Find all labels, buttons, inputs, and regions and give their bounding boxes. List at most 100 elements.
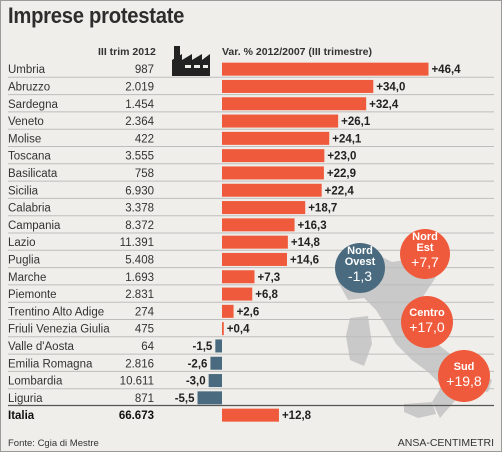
region-name: Sicilia <box>8 185 39 197</box>
bar <box>222 270 255 284</box>
region-count: 422 <box>135 133 154 145</box>
region-count: 274 <box>135 306 155 318</box>
data-label: +32,4 <box>369 99 399 111</box>
macro-area-value: +7,7 <box>411 254 439 270</box>
region-name: Trentino Alto Adige <box>8 306 104 318</box>
data-label: +0,4 <box>227 324 250 336</box>
bar <box>222 131 330 145</box>
data-label: +46,4 <box>431 64 461 76</box>
bar <box>222 201 306 215</box>
region-count: 3.378 <box>125 203 154 215</box>
macro-area-name: Nord <box>412 231 438 243</box>
variation-column-header: Var. % 2012/2007 (III trimestre) <box>222 46 373 58</box>
region-name: Basilicata <box>8 168 58 180</box>
bar <box>222 79 374 93</box>
data-label: -2,6 <box>188 358 208 370</box>
bar <box>222 322 224 336</box>
region-count: 64 <box>141 341 154 353</box>
sicily-map-shape <box>404 402 436 418</box>
region-name: Sardegna <box>8 99 58 111</box>
agency-credit: ANSA-CENTIMETRI <box>397 437 494 449</box>
sardinia-map-shape <box>346 316 372 366</box>
data-label: +22,4 <box>325 185 355 197</box>
data-label: +26,1 <box>341 116 371 128</box>
macro-area-value: +19,8 <box>446 373 482 389</box>
macro-area-value: +17,0 <box>409 319 445 335</box>
bar <box>222 252 287 266</box>
region-count: 8.372 <box>125 220 154 232</box>
region-name: Piemonte <box>8 289 57 301</box>
bar <box>222 304 234 318</box>
bar <box>222 166 324 180</box>
region-name: Liguria <box>8 393 43 405</box>
region-name: Italia <box>8 410 35 422</box>
region-count: 475 <box>135 324 154 336</box>
region-name: Puglia <box>8 254 41 266</box>
macro-area-name: Ovest <box>345 256 376 268</box>
data-label: +18,7 <box>308 203 337 215</box>
region-count: 1.454 <box>125 99 154 111</box>
region-count: 66.673 <box>119 410 154 422</box>
region-name: Lombardia <box>8 376 63 388</box>
region-name: Campania <box>8 220 61 232</box>
region-name: Emilia Romagna <box>8 358 93 370</box>
data-label: -5,5 <box>175 393 195 405</box>
data-label: +12,8 <box>282 410 312 422</box>
bar <box>210 356 222 370</box>
data-label: -3,0 <box>186 376 206 388</box>
macro-area-circle <box>401 296 453 348</box>
macro-area-name: Nord <box>347 245 373 257</box>
region-name: Valle d'Aosta <box>8 341 75 353</box>
region-name: Marche <box>8 272 46 284</box>
region-count: 5.408 <box>125 254 154 266</box>
data-label: +7,3 <box>257 272 280 284</box>
bar <box>222 114 339 128</box>
data-label: +14,8 <box>291 237 321 249</box>
macro-area-circle <box>438 350 490 402</box>
region-name: Molise <box>8 133 41 145</box>
bar <box>222 408 279 422</box>
bar <box>222 149 325 163</box>
region-name: Friuli Venezia Giulia <box>8 324 110 336</box>
data-label: +2,6 <box>237 306 260 318</box>
data-label: +22,9 <box>327 168 356 180</box>
region-count: 11.391 <box>120 237 154 249</box>
region-count: 871 <box>135 393 154 405</box>
data-label: -1,5 <box>192 341 212 353</box>
chart-title: Imprese protestate <box>8 3 185 28</box>
macro-area-name: Sud <box>454 361 475 373</box>
region-count: 10.611 <box>120 376 154 388</box>
region-count: 6.930 <box>125 185 154 197</box>
bar <box>222 235 288 249</box>
region-name: Toscana <box>8 151 51 163</box>
region-name: Abruzzo <box>8 81 50 93</box>
region-count: 3.555 <box>125 151 154 163</box>
region-name: Umbria <box>8 64 46 76</box>
bar <box>208 374 222 388</box>
region-count: 1.693 <box>125 272 154 284</box>
data-label: +14,6 <box>290 254 319 266</box>
count-column-header: III trim 2012 <box>98 46 156 58</box>
macro-area-circle <box>400 229 450 279</box>
bar <box>222 183 322 197</box>
macro-area-name: Est <box>416 242 433 254</box>
macro-area-name: Centro <box>409 307 445 319</box>
region-count: 758 <box>135 168 154 180</box>
macro-area-circle <box>335 243 385 293</box>
region-count: 2.019 <box>125 81 154 93</box>
region-name: Lazio <box>8 237 36 249</box>
region-name: Calabria <box>8 203 51 215</box>
data-label: +16,3 <box>298 220 327 232</box>
region-name: Veneto <box>8 116 44 128</box>
bar <box>215 339 222 353</box>
region-count: 2.364 <box>125 116 154 128</box>
data-label: +6,8 <box>255 289 278 301</box>
macro-area-value: -1,3 <box>348 268 372 284</box>
bar <box>222 97 367 111</box>
source-note: Fonte: Cgia di Mestre <box>8 438 99 449</box>
bar <box>222 62 429 76</box>
data-label: +34,0 <box>376 81 405 93</box>
bar <box>197 391 222 405</box>
data-label: +23,0 <box>327 151 356 163</box>
